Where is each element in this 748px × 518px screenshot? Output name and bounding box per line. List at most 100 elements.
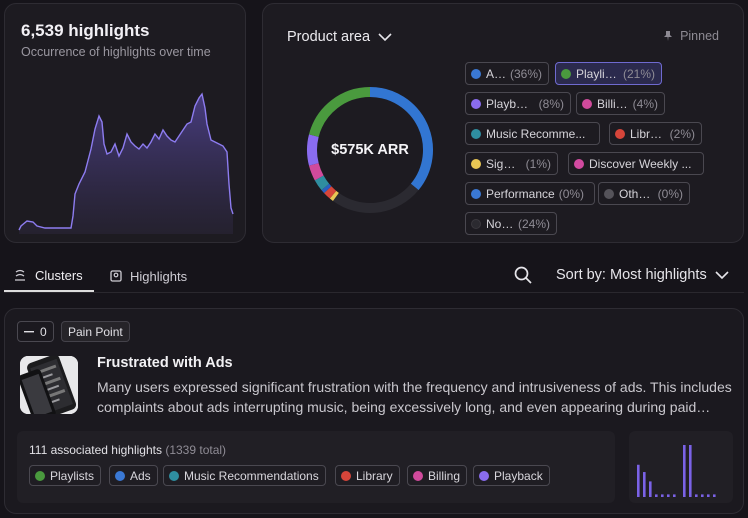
trend-bar xyxy=(655,494,658,497)
chip-label: Sign-up xyxy=(486,156,522,171)
associated-count: 111 associated highlights xyxy=(29,443,162,457)
product-area-label: Product area xyxy=(287,29,371,45)
product-area-chip-billing[interactable]: Billing (4%) xyxy=(576,92,665,115)
tag-label: Playlists xyxy=(50,468,95,483)
product-area-chip-others[interactable]: Others (0%) xyxy=(598,182,690,205)
chevron-down-icon xyxy=(378,32,392,41)
chip-label: Billing xyxy=(597,96,629,111)
cluster-count: 0 xyxy=(40,324,47,339)
donut-segment-none[interactable] xyxy=(332,183,419,213)
product-area-dropdown[interactable]: Product area xyxy=(287,29,392,45)
search-button[interactable] xyxy=(513,265,533,285)
color-dot xyxy=(413,470,423,481)
chip-percent: (4%) xyxy=(632,96,658,111)
cluster-tag-playback[interactable]: Playback xyxy=(473,465,550,486)
chip-label: Discover Weekly ... xyxy=(589,156,692,171)
donut-segment-library[interactable] xyxy=(324,186,337,199)
color-dot xyxy=(471,218,481,229)
product-area-chip-none[interactable]: None (24%) xyxy=(465,212,557,235)
cluster-tag-library[interactable]: Library xyxy=(335,465,400,486)
associated-total: (1339 total) xyxy=(165,443,227,457)
cluster-trend-panel xyxy=(629,431,733,503)
donut-segment-playlists[interactable] xyxy=(308,87,371,137)
category-badge: Pain Point xyxy=(61,321,130,342)
color-dot xyxy=(479,470,489,481)
product-area-card: Product area Pinned $575K ARR Ads (36%) Pl… xyxy=(262,3,744,243)
highlights-area-fill xyxy=(19,94,233,234)
color-dot xyxy=(615,128,625,139)
tab-clusters[interactable]: Clusters xyxy=(4,260,94,292)
pin-icon xyxy=(664,31,673,41)
donut-segment-ads[interactable] xyxy=(369,87,433,191)
donut-segment-music-recommendations[interactable] xyxy=(314,175,330,191)
sort-dropdown[interactable]: Sort by: Most highlights xyxy=(556,267,729,283)
chip-label: None xyxy=(486,216,514,231)
donut-segment-performance[interactable] xyxy=(321,183,332,194)
color-dot xyxy=(471,158,481,169)
chip-label: Ads xyxy=(486,66,506,81)
product-area-chip-discover-weekly[interactable]: Discover Weekly ... xyxy=(568,152,704,175)
product-area-chip-playlists[interactable]: Playlists (21%) xyxy=(555,62,662,85)
cluster-count-badge[interactable]: 0 xyxy=(17,321,54,342)
trend-bar xyxy=(707,494,710,497)
chip-label: Performance xyxy=(486,186,555,201)
tab-highlights[interactable]: Highlights xyxy=(100,260,200,292)
chip-label: Playback xyxy=(486,96,535,111)
cluster-title: Frustrated with Ads xyxy=(97,355,233,371)
product-area-chip-playback[interactable]: Playback (8%) xyxy=(465,92,571,115)
chip-percent: (0%) xyxy=(657,186,683,201)
product-area-chip-performance[interactable]: Performance (0%) xyxy=(465,182,595,205)
pinned-toggle[interactable]: Pinned xyxy=(662,29,719,43)
trend-bar xyxy=(661,494,664,497)
highlights-card: 6,539 highlights Occurrence of highlight… xyxy=(4,3,246,243)
cluster-tag-ads[interactable]: Ads xyxy=(109,465,158,486)
color-dot xyxy=(115,470,125,481)
donut-segment-sign-up[interactable] xyxy=(329,190,339,201)
trend-bar xyxy=(683,445,686,497)
highlights-subtitle: Occurrence of highlights over time xyxy=(21,45,211,59)
tag-label: Billing xyxy=(428,468,461,483)
color-dot xyxy=(582,98,592,109)
color-dot xyxy=(169,470,179,481)
chip-percent: (36%) xyxy=(509,66,542,81)
tag-label: Library xyxy=(356,468,393,483)
associated-highlights-text: 111 associated highlights (1339 total) xyxy=(29,443,226,457)
clusters-icon xyxy=(15,269,25,281)
trend-bar xyxy=(637,464,640,497)
chip-percent: (21%) xyxy=(622,66,655,81)
highlights-count-title: 6,539 highlights xyxy=(21,21,150,40)
donut-segment-playback[interactable] xyxy=(307,134,319,166)
product-area-chip-music-recomme[interactable]: Music Recomme... xyxy=(465,122,600,145)
cluster-tag-billing[interactable]: Billing xyxy=(407,465,468,486)
color-dot xyxy=(574,158,584,169)
chip-percent: (0%) xyxy=(558,186,585,201)
product-area-chip-ads[interactable]: Ads (36%) xyxy=(465,62,549,85)
highlights-line xyxy=(18,92,234,231)
color-dot xyxy=(471,68,481,79)
chip-percent: (1%) xyxy=(525,156,551,171)
highlights-area-chart xyxy=(18,92,234,234)
tab-clusters-label: Clusters xyxy=(35,267,83,283)
chip-percent: (8%) xyxy=(538,96,564,111)
color-dot xyxy=(35,470,45,481)
product-area-chip-sign-up[interactable]: Sign-up(1%) xyxy=(465,152,558,175)
cluster-tag-music-recommendations[interactable]: Music Recommendations xyxy=(163,465,326,486)
color-dot xyxy=(604,188,614,199)
color-dot xyxy=(471,98,481,109)
trend-bar xyxy=(695,494,698,497)
sort-label: Sort by: Most highlights xyxy=(556,267,707,283)
chip-label: Library xyxy=(630,126,666,141)
donut-segment-billing[interactable] xyxy=(308,163,324,181)
chip-label: Playlists xyxy=(576,66,619,81)
trend-bar xyxy=(667,494,670,497)
highlights-icon xyxy=(110,270,122,282)
trend-bar xyxy=(713,494,716,497)
product-area-chip-library[interactable]: Library (2%) xyxy=(609,122,702,145)
trend-bar xyxy=(701,494,704,497)
tag-label: Ads xyxy=(130,468,151,483)
tag-label: Playback xyxy=(494,468,543,483)
cluster-card[interactable]: 0 Pain Point Frustrated with Ads Many us… xyxy=(4,308,744,514)
phone-image-icon xyxy=(20,356,78,414)
cluster-description: Many users expressed significant frustra… xyxy=(97,379,732,415)
cluster-tag-playlists[interactable]: Playlists xyxy=(29,465,102,486)
